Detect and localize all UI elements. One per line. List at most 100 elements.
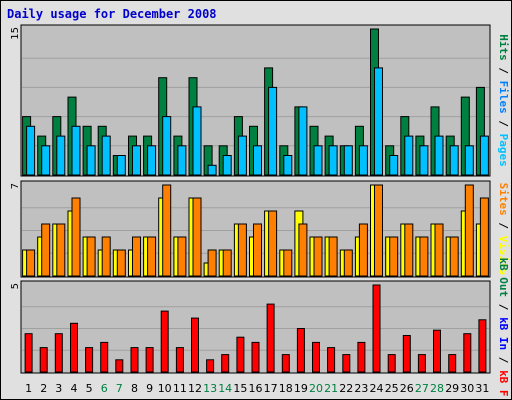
bar-kb-f-day-4 (70, 322, 78, 373)
x-tick-label-day-21: 21 (324, 382, 338, 395)
bar-kb-f-day-7 (115, 359, 124, 373)
x-tick-label-day-4: 4 (71, 382, 78, 395)
bar-kb-f-day-11 (175, 347, 184, 373)
legend-hits: Hits (497, 34, 510, 61)
bar-sites-day-30 (464, 184, 474, 277)
legend-separator: / (497, 216, 510, 236)
legend-kb-in: kB In (497, 317, 510, 350)
chart-title: Daily usage for December 2008 (7, 7, 217, 21)
bar-sites-day-25 (389, 236, 399, 277)
bar-sites-day-3 (56, 223, 66, 277)
bar-sites-day-27 (419, 236, 429, 277)
bar-files-day-26 (404, 135, 414, 176)
bar-sites-day-12 (192, 197, 202, 277)
x-tick-label-day-31: 31 (475, 382, 489, 395)
bar-sites-day-7 (116, 249, 126, 277)
bar-kb-f-day-6 (100, 341, 109, 373)
bar-files-day-20 (313, 145, 323, 176)
bar-sites-day-26 (404, 223, 414, 277)
bar-kb-f-day-27 (417, 354, 426, 373)
x-tick-label-day-30: 30 (460, 382, 474, 395)
x-tick-label-day-5: 5 (86, 382, 93, 395)
bar-files-day-13 (207, 164, 217, 176)
bar-kb-f-day-23 (357, 341, 366, 373)
bar-sites-day-2 (41, 223, 51, 277)
bar-sites-day-22 (343, 249, 353, 277)
legend-sites: Sites (497, 183, 510, 216)
bar-files-day-25 (389, 155, 399, 176)
bar-sites-day-14 (222, 249, 232, 277)
bar-files-day-1 (26, 125, 36, 176)
bar-sites-day-31 (479, 197, 489, 277)
bar-files-day-15 (237, 135, 247, 176)
bar-kb-f-day-16 (251, 341, 260, 373)
bar-kb-f-day-29 (448, 354, 457, 373)
bar-kb-f-day-5 (85, 347, 94, 373)
bar-sites-day-21 (328, 236, 338, 277)
x-tick-label-day-18: 18 (279, 382, 293, 395)
x-tick-label-day-26: 26 (400, 382, 414, 395)
panel-middle-ymax-label: 7 (10, 183, 21, 189)
bar-files-day-5 (86, 145, 96, 176)
bar-sites-day-28 (434, 223, 444, 277)
panel-bottom-ymax-label: 5 (10, 283, 21, 289)
x-tick-label-day-20: 20 (309, 382, 323, 395)
bar-kb-f-day-13 (206, 359, 215, 373)
bar-kb-f-day-1 (24, 333, 33, 373)
bar-kb-f-day-21 (327, 347, 336, 373)
bar-kb-f-day-26 (402, 335, 411, 373)
x-tick-label-day-13: 13 (203, 382, 217, 395)
x-tick-label-day-2: 2 (40, 382, 47, 395)
bar-files-day-14 (222, 155, 232, 176)
bar-sites-day-19 (298, 223, 308, 277)
panel-bottom-legend: kB Out / kB In / kB F (497, 257, 510, 396)
bar-sites-day-8 (132, 236, 141, 277)
x-tick-label-day-12: 12 (188, 382, 202, 395)
bar-kb-f-day-14 (221, 354, 230, 373)
legend-separator: / (497, 114, 510, 134)
x-tick-label-day-10: 10 (158, 382, 172, 395)
panel-top-ymax-label: 15 (10, 27, 21, 40)
legend-separator: / (497, 297, 510, 317)
x-tick-label-day-22: 22 (339, 382, 353, 395)
bar-kb-f-day-12 (191, 317, 199, 373)
bar-sites-day-6 (101, 236, 111, 277)
bar-kb-f-day-22 (342, 354, 351, 373)
legend-kb-out: kB Out (497, 257, 510, 297)
bar-sites-day-16 (253, 223, 262, 277)
bar-kb-f-day-30 (463, 333, 472, 373)
legend-separator: / (497, 350, 510, 370)
bar-sites-day-17 (268, 210, 278, 277)
x-tick-label-day-27: 27 (415, 382, 429, 395)
bar-files-day-22 (343, 145, 353, 176)
bar-sites-day-18 (283, 249, 293, 277)
bar-sites-day-23 (358, 223, 368, 277)
legend-kb-f: kB F (497, 370, 510, 397)
bar-files-day-10 (162, 116, 172, 176)
bar-files-day-30 (464, 145, 474, 176)
bar-sites-day-20 (313, 236, 323, 277)
bar-files-day-28 (434, 135, 444, 176)
x-tick-label-day-16: 16 (249, 382, 263, 395)
x-tick-label-day-28: 28 (430, 382, 444, 395)
bar-kb-f-day-25 (387, 354, 396, 373)
bar-kb-f-day-31 (478, 319, 487, 373)
x-tick-label-day-24: 24 (370, 382, 384, 395)
bar-sites-day-13 (207, 249, 217, 277)
bar-files-day-9 (147, 145, 157, 176)
legend-visits: Visits (497, 236, 510, 276)
x-tick-label-day-8: 8 (131, 382, 138, 395)
bar-sites-day-24 (374, 184, 383, 277)
bar-kb-f-day-2 (39, 347, 48, 373)
bar-files-day-31 (479, 135, 489, 176)
bar-files-day-29 (449, 145, 459, 176)
bar-sites-day-11 (177, 236, 187, 277)
bar-files-day-4 (71, 125, 81, 176)
x-tick-label-day-15: 15 (233, 382, 247, 395)
bar-files-day-16 (253, 145, 262, 176)
bar-kb-f-day-3 (54, 333, 63, 373)
bar-kb-f-day-20 (312, 341, 320, 373)
x-tick-label-day-7: 7 (116, 382, 123, 395)
bar-files-day-24 (374, 67, 383, 176)
bar-files-day-8 (132, 145, 141, 176)
